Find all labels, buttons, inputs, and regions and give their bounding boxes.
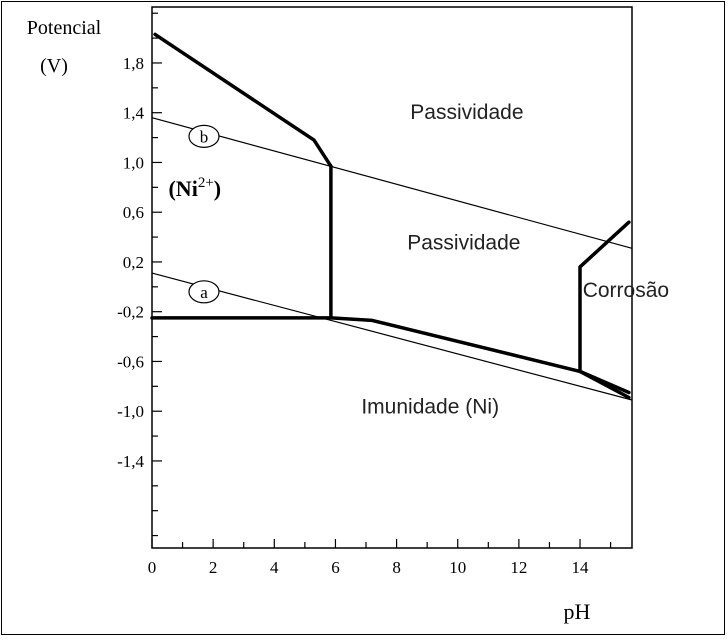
y-tick-label: -0,2 — [117, 303, 144, 322]
line-marker-label: a — [200, 283, 208, 302]
x-tick-label: 6 — [331, 558, 340, 577]
y-tick-label: -1,0 — [117, 402, 144, 421]
region-label-corrosao: Corrosão — [583, 279, 669, 302]
series-ni2-upper — [153, 32, 333, 168]
y-axis-label: Potencial — [27, 17, 102, 39]
region-label-passividade-upper: Passividade — [410, 101, 523, 124]
line-marker-a — [188, 280, 220, 304]
region-label-imunidade: Imunidade (Ni) — [361, 396, 499, 419]
line-marker-b — [188, 124, 220, 148]
x-tick-label: 0 — [148, 558, 157, 577]
y-tick-label: -0,6 — [117, 352, 144, 371]
y-tick-label: 1,8 — [123, 54, 144, 73]
y-tick-label: 0,2 — [123, 253, 144, 272]
x-tick-label: 2 — [209, 558, 218, 577]
x-tick-label: 14 — [572, 558, 590, 577]
series-line-b — [151, 117, 633, 249]
series-corrosion-lower — [578, 369, 631, 400]
region-label-passividade-middle: Passividade — [407, 232, 520, 255]
y-tick-label: 1,4 — [123, 104, 145, 123]
series-line-a — [151, 272, 633, 401]
x-tick-label: 8 — [392, 558, 401, 577]
line-marker-label: b — [200, 127, 209, 146]
y-tick-label: 0,6 — [123, 203, 144, 222]
region-label-ni2plus: (Ni2+) — [168, 175, 221, 201]
x-tick-label: 12 — [510, 558, 527, 577]
y-tick-label: -1,4 — [117, 452, 144, 471]
plot-border — [151, 6, 633, 549]
x-axis-label: pH — [564, 599, 591, 624]
series-immunity-boundary — [150, 316, 631, 395]
x-tick-label: 10 — [449, 558, 466, 577]
series-corrosion-vertical — [578, 220, 631, 374]
y-tick-label: 1,0 — [123, 153, 144, 172]
x-tick-label: 4 — [270, 558, 279, 577]
y-axis-unit: (V) — [40, 55, 68, 77]
